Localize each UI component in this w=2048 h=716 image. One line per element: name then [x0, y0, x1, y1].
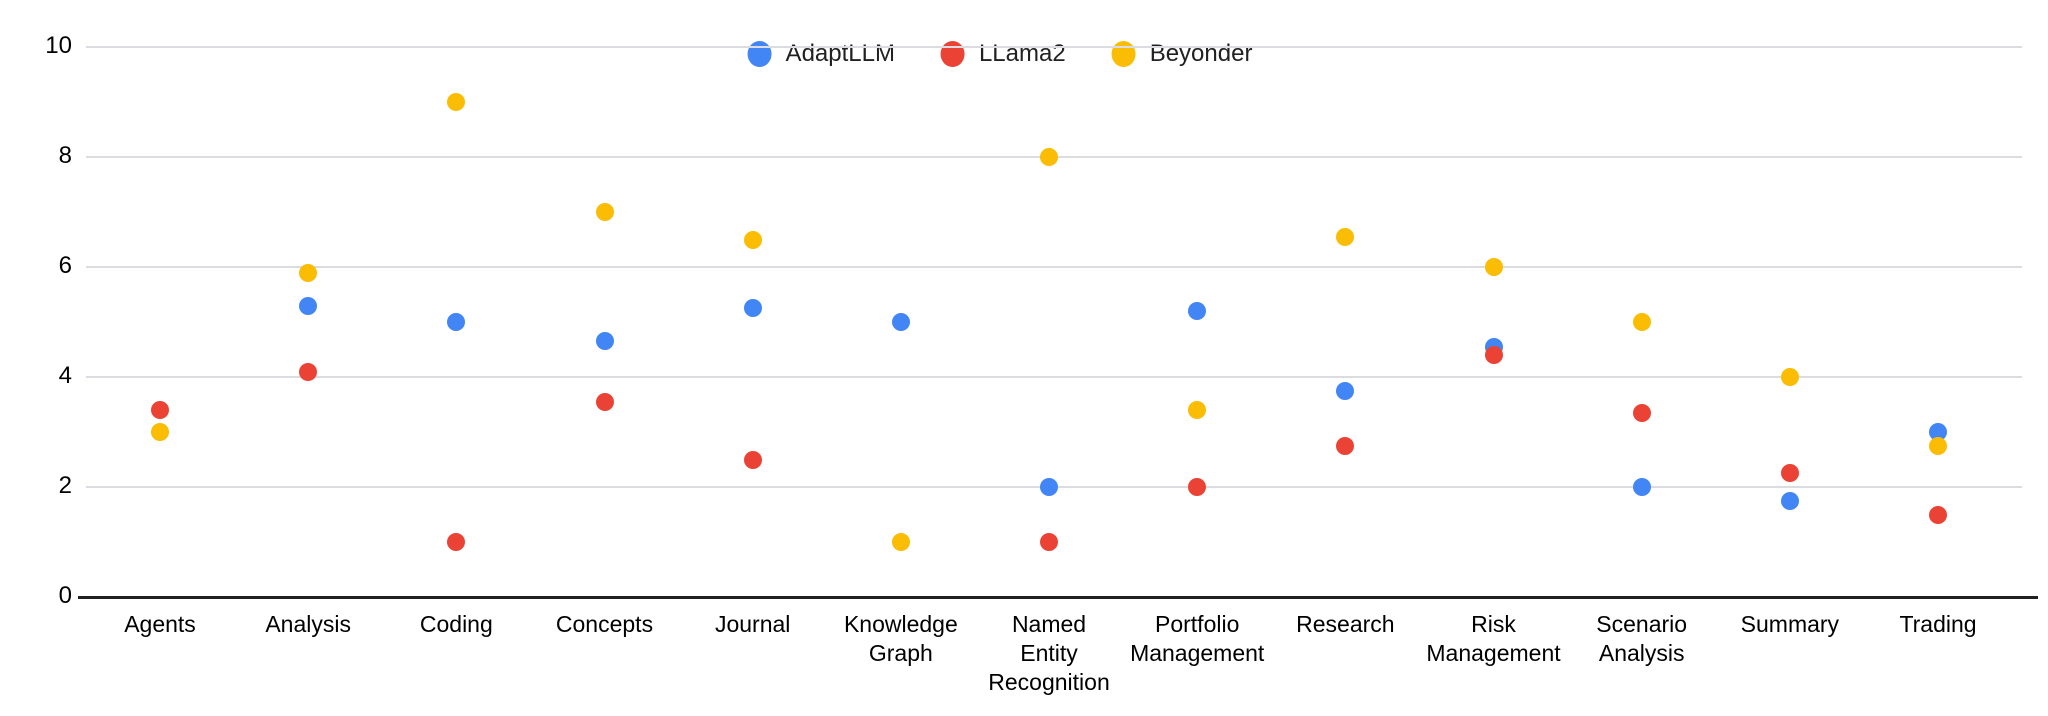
point-beyonder-analysis[interactable] [299, 263, 318, 282]
point-llama2-scenario-analysis[interactable] [1632, 403, 1651, 422]
point-llama2-concepts[interactable] [595, 392, 614, 411]
x-axis-line [78, 596, 2038, 599]
point-beyonder-knowledge-graph[interactable] [891, 533, 910, 551]
x-label-risk-management: Risk Management [1426, 611, 1561, 666]
gridline-y-6 [86, 266, 2022, 268]
legend-label-beyonder: Beyonder [1149, 40, 1253, 67]
point-beyonder-named-entity-recognition[interactable] [1040, 148, 1059, 166]
point-adaptllm-portfolio-management[interactable] [1188, 302, 1207, 320]
point-llama2-coding[interactable] [447, 533, 466, 551]
x-label-agents: Agents [124, 611, 196, 637]
legend-dot-beyonder-icon [1111, 41, 1136, 67]
point-adaptllm-journal[interactable] [743, 299, 762, 318]
point-llama2-named-entity-recognition[interactable] [1040, 533, 1059, 551]
point-beyonder-journal[interactable] [743, 230, 762, 249]
point-beyonder-portfolio-management[interactable] [1188, 401, 1207, 419]
point-adaptllm-knowledge-graph[interactable] [891, 313, 910, 331]
x-label-trading: Trading [1899, 611, 1977, 637]
legend-label-llama2: LLama2 [978, 40, 1066, 67]
x-label-journal: Journal [714, 611, 791, 637]
point-beyonder-research[interactable] [1336, 227, 1355, 246]
point-adaptllm-analysis[interactable] [299, 296, 318, 315]
y-tick-label-8: 8 [58, 142, 72, 170]
point-llama2-analysis[interactable] [299, 362, 318, 381]
point-llama2-summary[interactable] [1780, 464, 1799, 483]
x-label-concepts: Concepts [555, 611, 654, 637]
legend-dot-adaptllm-icon [747, 41, 772, 67]
point-adaptllm-scenario-analysis[interactable] [1632, 478, 1651, 496]
point-beyonder-trading[interactable] [1929, 436, 1948, 455]
legend: AdaptLLM LLama2 Beyonder [747, 40, 1253, 68]
point-beyonder-agents[interactable] [151, 423, 169, 441]
x-label-portfolio-management: Portfolio Management [1130, 611, 1265, 666]
point-llama2-research[interactable] [1336, 436, 1355, 455]
x-label-summary: Summary [1740, 611, 1840, 637]
x-label-named-entity-recognition: Named Entity Recognition [988, 611, 1110, 695]
legend-item-llama2[interactable]: LLama2 [940, 40, 1066, 68]
gridline-y-10 [86, 46, 2022, 48]
x-label-analysis: Analysis [265, 611, 351, 637]
y-tick-label-10: 10 [45, 32, 72, 60]
legend-dot-llama2-icon [940, 41, 965, 67]
x-label-knowledge-graph: Knowledge Graph [843, 611, 958, 666]
point-beyonder-coding[interactable] [447, 93, 466, 111]
point-llama2-risk-management[interactable] [1484, 346, 1503, 364]
y-tick-label-4: 4 [58, 362, 72, 390]
x-label-coding: Coding [419, 611, 493, 637]
gridline-y-4 [86, 376, 2022, 378]
point-adaptllm-concepts[interactable] [595, 332, 614, 351]
point-llama2-trading[interactable] [1929, 505, 1948, 524]
x-label-research: Research [1296, 611, 1395, 637]
point-beyonder-summary[interactable] [1780, 368, 1799, 386]
point-beyonder-risk-management[interactable] [1484, 258, 1503, 276]
legend-item-adaptllm[interactable]: AdaptLLM [747, 40, 895, 68]
point-adaptllm-summary[interactable] [1780, 491, 1799, 510]
point-adaptllm-research[interactable] [1336, 381, 1355, 400]
legend-item-beyonder[interactable]: Beyonder [1111, 40, 1253, 68]
y-tick-label-0: 0 [58, 582, 72, 610]
point-llama2-portfolio-management[interactable] [1188, 478, 1207, 496]
point-llama2-journal[interactable] [743, 450, 762, 469]
point-beyonder-concepts[interactable] [595, 203, 614, 221]
point-adaptllm-named-entity-recognition[interactable] [1040, 478, 1059, 496]
point-llama2-agents[interactable] [151, 401, 169, 419]
x-label-scenario-analysis: Scenario Analysis [1596, 611, 1688, 666]
point-adaptllm-coding[interactable] [447, 313, 466, 331]
point-adaptllm-trading[interactable] [1929, 423, 1948, 441]
legend-label-adaptllm: AdaptLLM [785, 40, 895, 67]
point-beyonder-scenario-analysis[interactable] [1632, 313, 1651, 331]
y-tick-label-2: 2 [58, 472, 72, 500]
y-tick-label-6: 6 [58, 252, 72, 280]
